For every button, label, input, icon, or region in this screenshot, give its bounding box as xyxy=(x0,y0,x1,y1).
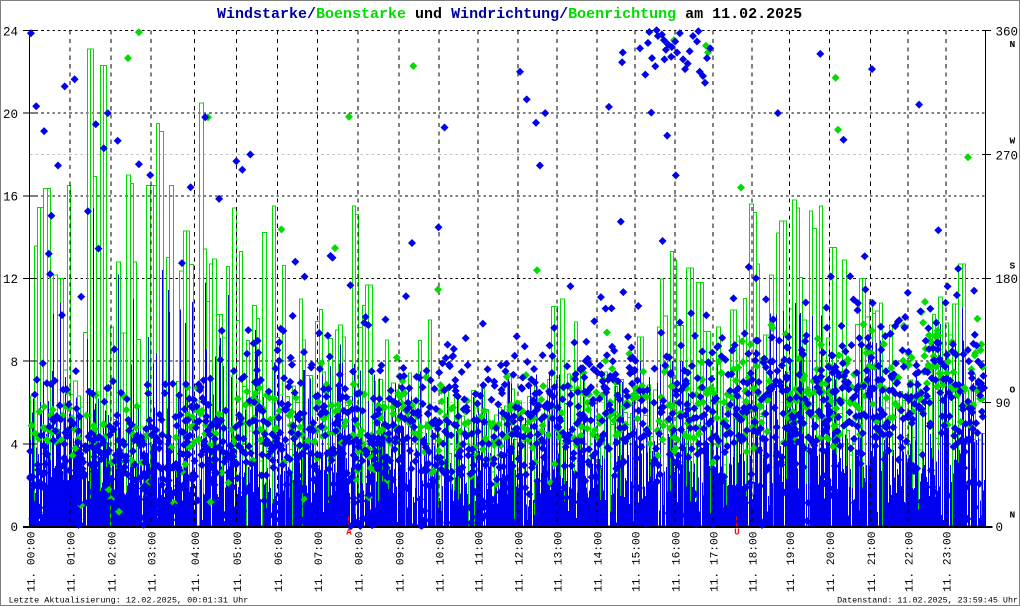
svg-text:S: S xyxy=(1010,261,1016,272)
svg-text:11. 04:00: 11. 04:00 xyxy=(191,531,203,592)
svg-text:U: U xyxy=(734,528,739,538)
svg-text:11. 20:00: 11. 20:00 xyxy=(826,531,838,592)
svg-text:16: 16 xyxy=(3,191,18,205)
svg-text:11. 12:00: 11. 12:00 xyxy=(515,531,527,592)
svg-text:Letzte Aktualisierung: 12.02.2: Letzte Aktualisierung: 12.02.2025, 00:01… xyxy=(9,596,249,606)
svg-text:11. 11:00: 11. 11:00 xyxy=(475,531,487,592)
svg-text:270: 270 xyxy=(996,149,1019,163)
svg-text:N: N xyxy=(1010,39,1016,50)
svg-text:90: 90 xyxy=(996,397,1011,411)
svg-text:11. 08:00: 11. 08:00 xyxy=(355,531,367,592)
svg-text:4: 4 xyxy=(10,439,18,453)
svg-text:11. 14:00: 11. 14:00 xyxy=(593,531,605,592)
svg-text:180: 180 xyxy=(996,273,1019,287)
svg-text:N: N xyxy=(1010,510,1016,521)
svg-text:Windstarke/Boenstarke und Wind: Windstarke/Boenstarke und Windrichtung/B… xyxy=(217,6,802,23)
svg-text:0: 0 xyxy=(10,521,18,535)
svg-text:20: 20 xyxy=(3,108,18,122)
svg-text:11. 16:00: 11. 16:00 xyxy=(671,531,683,592)
svg-text:Datenstand: 11.02.2025, 23:59:: Datenstand: 11.02.2025, 23:59:45 Uhr xyxy=(837,596,1018,606)
svg-text:11. 18:00: 11. 18:00 xyxy=(748,531,760,592)
svg-text:11. 15:00: 11. 15:00 xyxy=(631,531,643,592)
svg-text:11. 03:00: 11. 03:00 xyxy=(147,531,159,592)
svg-text:11. 10:00: 11. 10:00 xyxy=(436,531,448,592)
svg-text:O: O xyxy=(1010,385,1016,396)
svg-text:360: 360 xyxy=(996,25,1019,39)
svg-text:11. 07:00: 11. 07:00 xyxy=(314,531,326,592)
svg-text:11. 19:00: 11. 19:00 xyxy=(786,531,798,592)
svg-text:11. 23:00: 11. 23:00 xyxy=(943,531,955,592)
svg-text:12: 12 xyxy=(3,273,18,287)
svg-text:11. 05:00: 11. 05:00 xyxy=(233,531,245,592)
svg-text:11. 13:00: 11. 13:00 xyxy=(554,531,566,592)
svg-text:11. 02:00: 11. 02:00 xyxy=(108,531,120,592)
svg-text:24: 24 xyxy=(3,25,18,39)
svg-text:A: A xyxy=(346,528,352,538)
svg-text:11. 22:00: 11. 22:00 xyxy=(905,531,917,592)
svg-text:11. 09:00: 11. 09:00 xyxy=(396,531,408,592)
svg-text:11. 17:00: 11. 17:00 xyxy=(710,531,722,592)
svg-text:11. 06:00: 11. 06:00 xyxy=(274,531,286,592)
svg-text:8: 8 xyxy=(10,356,18,370)
svg-text:11. 00:00: 11. 00:00 xyxy=(27,531,39,592)
svg-text:W: W xyxy=(1010,136,1016,147)
svg-text:11. 21:00: 11. 21:00 xyxy=(867,531,879,592)
svg-text:0: 0 xyxy=(996,521,1004,535)
svg-text:11. 01:00: 11. 01:00 xyxy=(67,531,79,592)
